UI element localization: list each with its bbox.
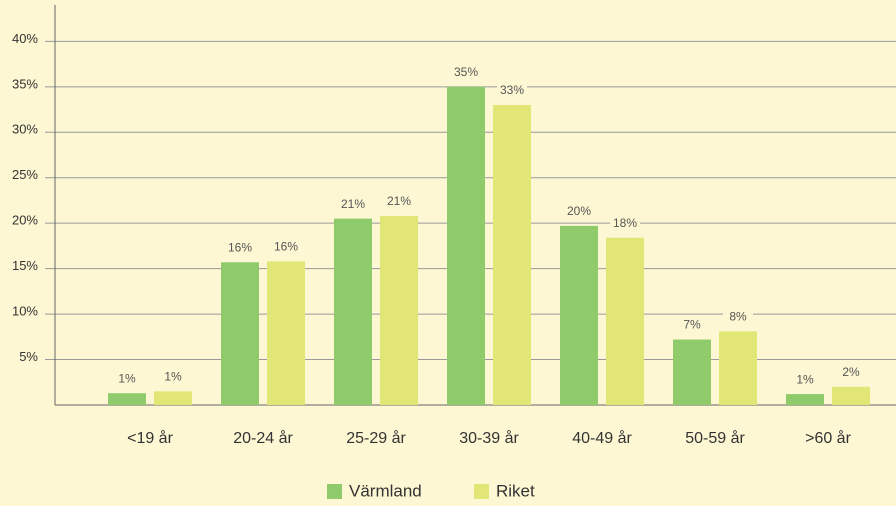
value-label-bg (564, 203, 594, 220)
value-label-bg (790, 372, 820, 389)
y-tick-label: 35% (12, 76, 38, 91)
value-label-bg (451, 64, 481, 81)
value-label: 16% (228, 240, 252, 254)
value-label-bg (497, 83, 527, 99)
value-label: 1% (118, 371, 136, 385)
legend-label: Värmland (349, 481, 422, 500)
legend-label: Riket (496, 481, 535, 500)
bar (154, 391, 192, 405)
y-tick-label: 25% (12, 167, 38, 182)
bar (786, 394, 824, 405)
bar (447, 86, 485, 406)
value-label: 8% (729, 310, 747, 324)
value-label: 18% (613, 216, 637, 230)
value-label-bg (836, 364, 866, 381)
y-tick-label: 15% (12, 258, 38, 273)
value-label-bg (384, 193, 414, 210)
x-tick-label: <19 år (127, 429, 173, 447)
x-tick-label: >60 år (805, 429, 851, 447)
x-tick-label: 50-59 år (685, 429, 745, 447)
value-label-bg (723, 309, 753, 326)
legend-swatch (474, 484, 489, 499)
value-label: 21% (387, 194, 411, 208)
value-label-bg (271, 239, 301, 256)
value-label-bg (610, 215, 640, 232)
y-tick-label: 5% (19, 349, 38, 364)
x-tick-label: 25-29 år (346, 429, 406, 447)
value-label-bg (225, 240, 255, 257)
value-label: 2% (842, 365, 860, 379)
x-tick-label: 20-24 år (233, 429, 293, 447)
bar (606, 237, 644, 405)
value-label-bg (677, 317, 707, 334)
value-label: 1% (796, 372, 814, 386)
legend-swatch (327, 484, 342, 499)
x-tick-label: 40-49 år (572, 429, 632, 447)
y-tick-label: 30% (12, 122, 38, 137)
bar (673, 339, 711, 405)
bar (108, 393, 146, 405)
bar (334, 218, 372, 405)
value-label: 20% (567, 204, 591, 218)
value-label: 35% (454, 65, 478, 79)
bar (719, 331, 757, 405)
value-label: 16% (274, 240, 298, 254)
value-label-bg (338, 196, 368, 213)
bar (267, 261, 305, 405)
value-label-bg (158, 369, 188, 386)
bar (221, 262, 259, 405)
y-tick-label: 20% (12, 213, 38, 228)
value-label: 21% (341, 197, 365, 211)
bar (380, 215, 418, 405)
bar (560, 225, 598, 405)
value-label: 33% (500, 83, 524, 97)
bar (832, 386, 870, 405)
value-label: 7% (683, 318, 701, 332)
value-label-bg (112, 371, 142, 388)
value-label: 1% (164, 370, 182, 384)
y-tick-label: 10% (12, 304, 38, 319)
y-tick-label: 40% (12, 31, 38, 46)
x-tick-label: 30-39 år (459, 429, 519, 447)
bar (493, 105, 531, 405)
